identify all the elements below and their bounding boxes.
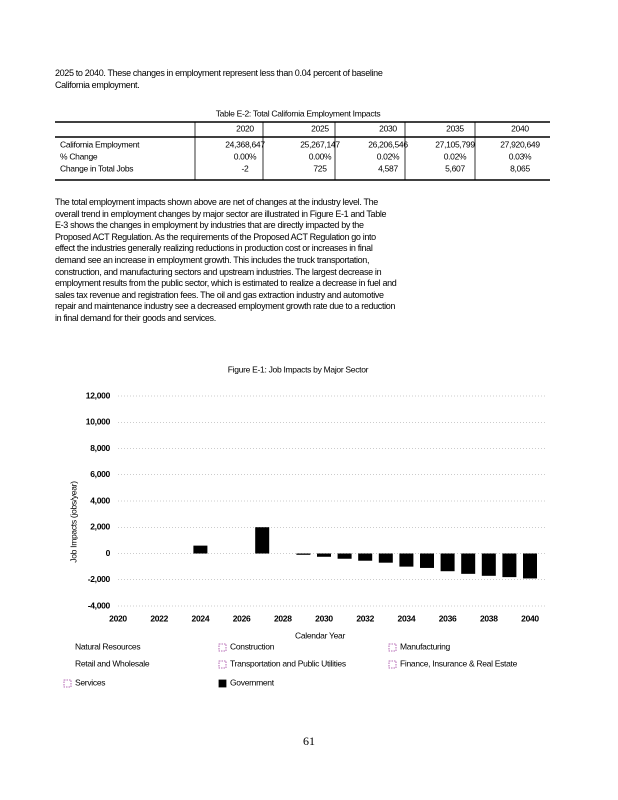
- x-tick-label: 2034: [398, 613, 416, 623]
- table-header: 2040: [511, 123, 529, 133]
- table-header: 2025: [311, 123, 329, 133]
- table-cell: 0.00%: [234, 151, 257, 161]
- table-header: 2020: [236, 123, 254, 133]
- legend-swatch: [388, 643, 397, 652]
- legend-swatch: [63, 679, 72, 688]
- table-header: 2030: [379, 123, 397, 133]
- x-tick-label: 2030: [315, 613, 333, 623]
- text-line: construction, and manufacturing sectors …: [55, 266, 382, 277]
- legend-label: Services: [75, 677, 105, 687]
- y-tick-label: 2,000: [90, 522, 110, 532]
- legend-swatch: [388, 660, 397, 669]
- table-cell: 0.02%: [377, 151, 400, 161]
- legend-label: Natural Resources: [75, 641, 140, 651]
- x-tick-label: 2026: [233, 613, 251, 623]
- x-tick-label: 2022: [150, 613, 168, 623]
- bar: [461, 553, 476, 574]
- paragraph: 2025 to 2040. These changes in employmen…: [55, 68, 383, 91]
- table-cell: 24,368,647: [225, 139, 265, 149]
- table-cell: 27,920,649: [500, 139, 540, 149]
- bar: [193, 545, 208, 554]
- x-tick-label: 2032: [356, 613, 374, 623]
- legend-label: Retail and Wholesale: [75, 658, 150, 668]
- legend-label: Construction: [230, 641, 275, 651]
- bar: [420, 553, 434, 568]
- figure: Table E-2: Total California Employment I…: [55, 108, 550, 688]
- legend-swatch: [218, 643, 227, 652]
- table-cell: 27,105,799: [435, 139, 475, 149]
- page-number: 61: [303, 734, 315, 748]
- y-tick-label: 10,000: [86, 417, 111, 427]
- y-tick-label: 0: [106, 548, 111, 558]
- x-tick-label: 2038: [480, 613, 498, 623]
- text-line: employment results from the public secto…: [55, 278, 397, 289]
- y-tick-label: 8,000: [90, 443, 110, 453]
- text-line: California employment.: [55, 79, 140, 90]
- table-cell: 0.02%: [444, 151, 467, 161]
- bar: [481, 553, 496, 576]
- table-cell: % Change: [60, 151, 98, 161]
- text-line: overall trend in employment changes by m…: [55, 208, 387, 219]
- table-header: 2035: [446, 123, 464, 133]
- chart-title: Figure E-1: Job Impacts by Major Sector: [228, 364, 369, 374]
- bar: [337, 553, 352, 559]
- bar: [296, 553, 311, 555]
- y-axis-label: Job Impacts (jobs/year): [68, 481, 78, 563]
- table-cell: 0.00%: [309, 151, 332, 161]
- text-line: The total employment impacts shown above…: [55, 197, 378, 207]
- legend-label: Government: [230, 677, 275, 687]
- text-line: repair and maintenance industry see a de…: [55, 301, 396, 312]
- x-tick-label: 2020: [109, 613, 127, 623]
- bar: [502, 553, 517, 578]
- x-tick-label: 2028: [274, 613, 292, 623]
- legend-label: Manufacturing: [400, 641, 451, 651]
- bar: [523, 553, 537, 579]
- text-line: demand see an increase in employment gro…: [55, 254, 370, 265]
- x-tick-label: 2036: [439, 613, 457, 623]
- table-caption: Table E-2: Total California Employment I…: [216, 108, 381, 118]
- table-cell: California Employment: [60, 139, 140, 149]
- legend-swatch: [218, 679, 227, 688]
- table-cell: 8,065: [510, 163, 530, 173]
- x-tick-label: 2024: [192, 613, 210, 623]
- x-tick-label: 2040: [521, 613, 539, 623]
- bar: [440, 553, 455, 572]
- bar: [399, 553, 414, 567]
- text-line: sales tax revenue and registration fees.…: [55, 289, 384, 300]
- table-cell: 725: [313, 163, 327, 173]
- table-cell: -2: [242, 163, 250, 173]
- bar: [317, 553, 331, 557]
- x-axis-label: Calendar Year: [295, 630, 345, 640]
- table-cell: 5,607: [445, 163, 465, 173]
- bar: [378, 553, 393, 563]
- text-line: E-3 shows the changes in employment by i…: [55, 220, 364, 231]
- text-line: Proposed ACT Regulation. As the requirem…: [55, 231, 376, 242]
- y-tick-label: -4,000: [88, 600, 111, 610]
- paragraph: The total employment impacts shown above…: [55, 197, 397, 325]
- y-tick-label: 6,000: [90, 469, 110, 479]
- bar: [358, 553, 373, 561]
- legend-label: Finance, Insurance & Real Estate: [400, 658, 518, 668]
- y-tick-label: -2,000: [88, 574, 111, 584]
- table-cell: 4,587: [378, 163, 398, 173]
- table-cell: 25,267,147: [300, 139, 340, 149]
- text-line: 2025 to 2040. These changes in employmen…: [55, 68, 383, 78]
- table-cell: 26,206,546: [368, 139, 408, 149]
- bar: [255, 527, 270, 554]
- table-cell: 0.03%: [509, 151, 532, 161]
- table-cell: Change in Total Jobs: [60, 163, 133, 173]
- text-line: in final demand for their goods and serv…: [55, 312, 216, 323]
- legend-swatch: [218, 660, 227, 669]
- y-tick-label: 12,000: [86, 390, 111, 400]
- y-tick-label: 4,000: [90, 495, 110, 505]
- legend-label: Transportation and Public Utilities: [230, 658, 346, 668]
- text-line: effect the industries generally realizin…: [55, 243, 373, 254]
